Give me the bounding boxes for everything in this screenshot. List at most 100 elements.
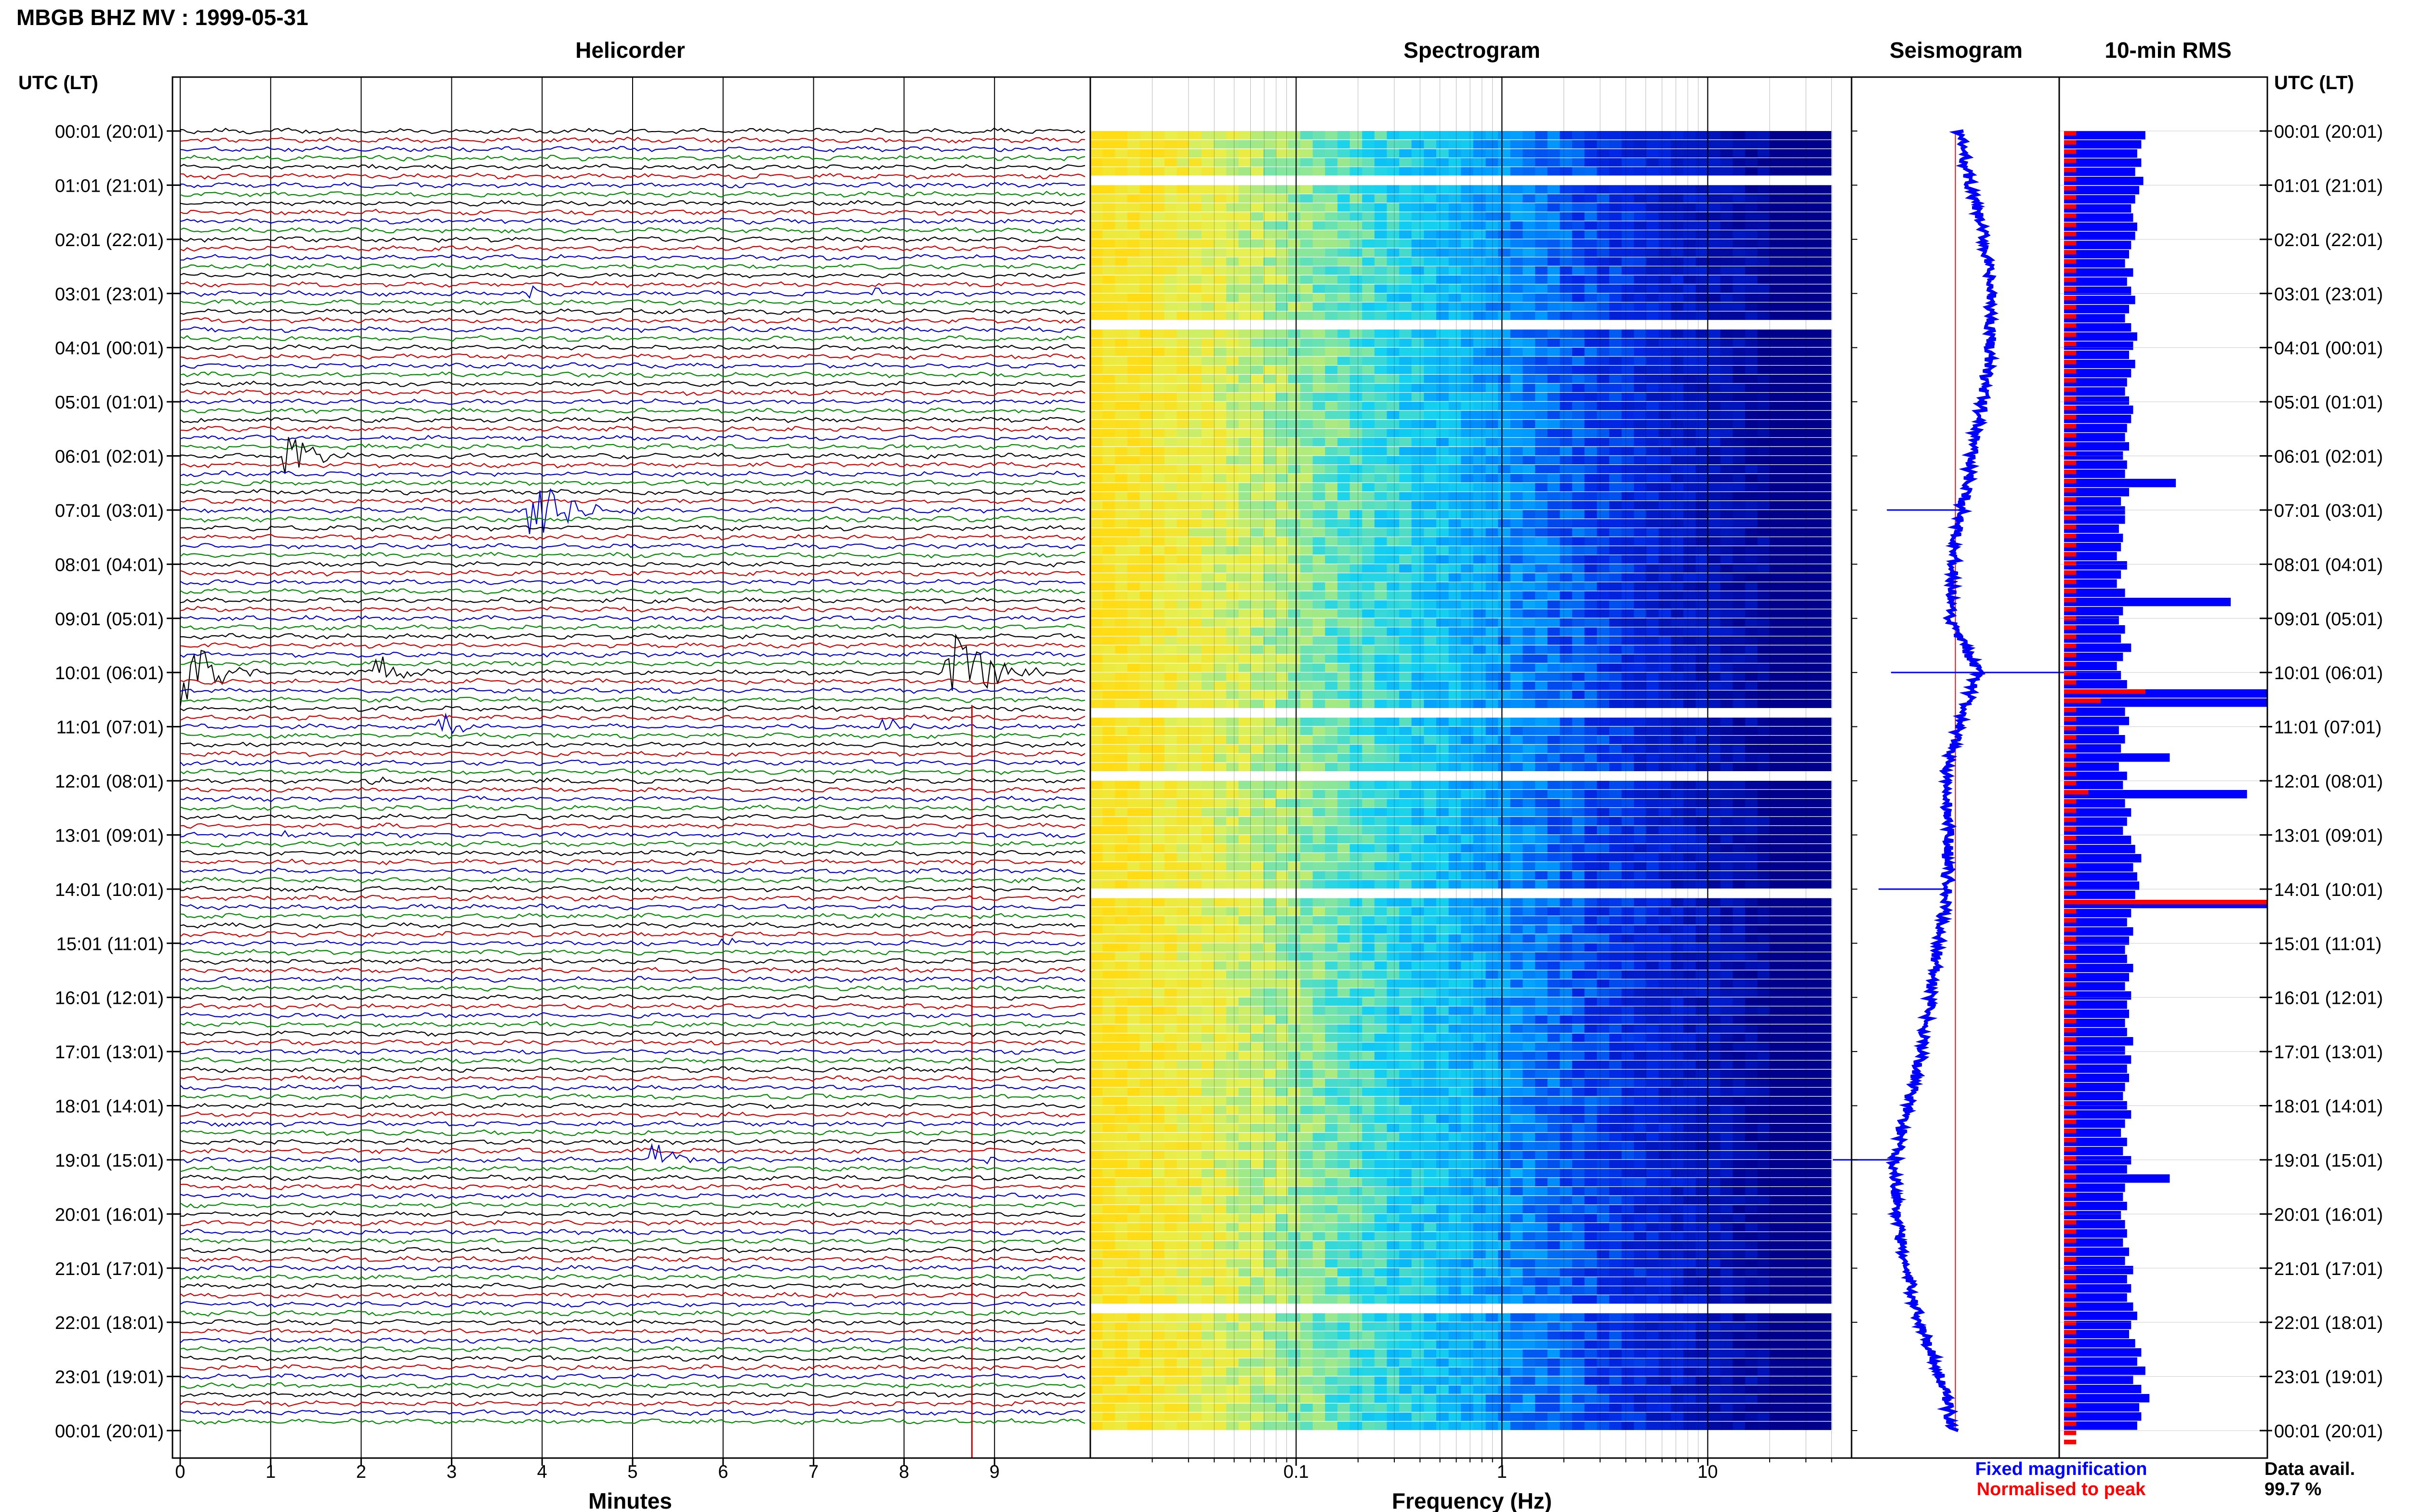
spectrogram-cell [1387, 799, 1400, 807]
spectrogram-cell [1226, 627, 1239, 636]
spectrogram-cell [1448, 600, 1462, 609]
spectrogram-cell [1263, 645, 1276, 654]
spectrogram-cell [1522, 302, 1535, 311]
spectrogram-cell [1658, 736, 1671, 744]
helicorder-trace [180, 164, 1085, 171]
spectrogram-cell [1399, 194, 1412, 203]
spectrogram-cell [1139, 203, 1152, 212]
spectrogram-cell [1621, 654, 1635, 663]
spectrogram-cell [1436, 383, 1449, 393]
spectrogram-cell [1510, 636, 1523, 645]
spectrogram-cell [1152, 131, 1165, 140]
spectrogram-cell [1448, 131, 1462, 140]
spectrogram-cell [1436, 483, 1449, 492]
spectrogram-cell [1312, 329, 1325, 338]
spectrogram-cell [1300, 257, 1313, 266]
spectrogram-cell [1782, 239, 1795, 248]
spectrogram-cell [1733, 483, 1746, 492]
spectrogram-cell [1485, 501, 1498, 510]
spectrogram-cell [1807, 329, 1820, 338]
spectrogram-cell [1535, 366, 1548, 374]
spectrogram-cell [1609, 410, 1622, 420]
spectrogram-cell [1127, 555, 1140, 564]
spectrogram-cell [1733, 474, 1746, 483]
spectrogram-cell [1634, 140, 1647, 149]
spectrogram-cell [1745, 636, 1758, 645]
spectrogram-cell [1448, 266, 1462, 275]
spectrogram-cell [1708, 726, 1721, 736]
spectrogram-cell [1090, 808, 1103, 816]
spectrogram-cell [1782, 826, 1795, 835]
spectrogram-cell [1350, 871, 1363, 880]
spectrogram-cell [1560, 816, 1573, 826]
spectrogram-cell [1535, 880, 1548, 889]
spectrogram-cell [1127, 347, 1140, 356]
spectrogram-cell [1807, 826, 1820, 835]
spectrogram-cell [1115, 158, 1128, 167]
spectrogram-cell [1275, 167, 1289, 176]
spectrogram-cell [1535, 266, 1548, 275]
spectrogram-cell [1362, 681, 1375, 690]
spectrogram-cell [1485, 167, 1498, 176]
spectrogram-cell [1757, 826, 1771, 835]
spectrogram-cell [1770, 420, 1783, 429]
spectrogram-cell [1708, 717, 1721, 726]
spectrogram-cell [1411, 844, 1425, 853]
spectrogram-cell [1300, 266, 1313, 275]
spectrogram-cell [1448, 302, 1462, 311]
spectrogram-cell [1411, 582, 1425, 591]
spectrogram-cell [1102, 338, 1115, 347]
spectrogram-cell [1300, 672, 1313, 681]
spectrogram-cell [1560, 302, 1573, 311]
spectrogram-cell [1770, 717, 1783, 726]
spectrogram-cell [1127, 474, 1140, 483]
spectrogram-cell [1251, 573, 1264, 582]
spectrogram-cell [1757, 618, 1771, 627]
spectrogram-cell [1362, 393, 1375, 401]
spectrogram-cell [1819, 230, 1832, 239]
spectrogram-cell [1226, 835, 1239, 843]
spectrogram-cell [1312, 699, 1325, 708]
spectrogram-cell [1288, 158, 1301, 167]
spectrogram-cell [1275, 402, 1289, 410]
spectrogram-cell [1584, 474, 1598, 483]
spectrogram-cell [1448, 194, 1462, 203]
spectrogram-cell [1473, 799, 1486, 807]
helicorder-trace [180, 209, 1085, 216]
spectrogram-cell [1695, 167, 1708, 176]
spectrogram-cell [1547, 781, 1561, 789]
spectrogram-cell [1535, 781, 1548, 789]
spectrogram-cell [1535, 546, 1548, 555]
spectrogram-cell [1461, 194, 1474, 203]
spectrogram-cell [1745, 645, 1758, 654]
spectrogram-cell [1300, 528, 1313, 537]
spectrogram-cell [1597, 374, 1610, 383]
spectrogram-cell [1535, 753, 1548, 763]
spectrogram-cell [1238, 374, 1252, 383]
spectrogram-cell [1152, 329, 1165, 338]
spectrogram-cell [1164, 510, 1178, 519]
spectrogram-cell [1263, 374, 1276, 383]
spectrogram-cell [1350, 185, 1363, 194]
spectrogram-cell [1621, 835, 1635, 843]
spectrogram-cell [1238, 393, 1252, 401]
spectrogram-cell [1448, 383, 1462, 393]
spectrogram-cell [1708, 194, 1721, 203]
spectrogram-cell [1275, 717, 1289, 726]
spectrogram-cell [1547, 393, 1561, 401]
spectrogram-cell [1102, 555, 1115, 564]
spectrogram-cell [1201, 699, 1215, 708]
helicorder-trace [180, 605, 1085, 613]
spectrogram-cell [1572, 329, 1585, 338]
spectrogram-cell [1102, 420, 1115, 429]
helicorder-trace [180, 588, 1085, 595]
spectrogram-cell [1238, 627, 1252, 636]
spectrogram-cell [1683, 672, 1696, 681]
spectrogram-cell [1201, 600, 1215, 609]
spectrogram-cell [1152, 429, 1165, 437]
spectrogram-cell [1350, 609, 1363, 618]
spectrogram-cell [1226, 816, 1239, 826]
spectrogram-cell [1634, 645, 1647, 654]
spectrogram-cell [1152, 483, 1165, 492]
spectrogram-cell [1139, 420, 1152, 429]
